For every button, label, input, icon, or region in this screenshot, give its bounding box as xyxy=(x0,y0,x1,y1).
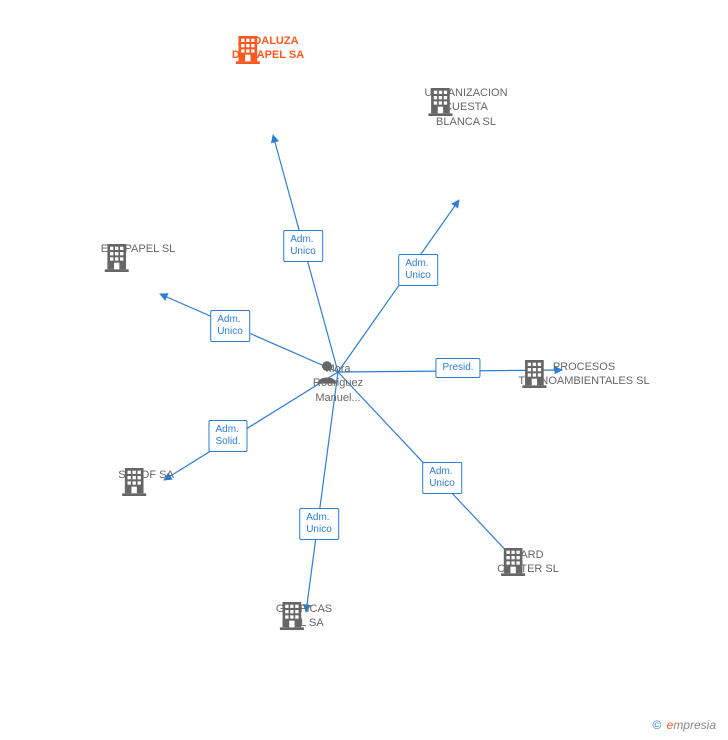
copyright-symbol: © xyxy=(652,718,661,732)
edge-label: Adm.Unico xyxy=(422,462,462,494)
center-person-node[interactable]: MoraRodriguezManuel... xyxy=(313,358,363,405)
edge-label: Adm.Solid. xyxy=(208,420,247,452)
building-icon xyxy=(497,544,529,576)
edge-label: Adm.Unico xyxy=(299,508,339,540)
company-node-andaluza[interactable]: ANDALUZADE PAPEL SA xyxy=(232,32,304,63)
edge-label-line: Adm. xyxy=(429,466,452,477)
edge-line xyxy=(338,200,459,372)
edge-label-line: Unico xyxy=(217,326,243,337)
brand-text: mpresia xyxy=(673,718,716,732)
edge-label-line: Presid. xyxy=(442,362,473,373)
building-icon xyxy=(101,240,133,272)
edge-label-line: Adm. xyxy=(215,424,238,435)
person-icon xyxy=(313,358,341,386)
edge-label: Adm.Unico xyxy=(283,230,323,262)
edge-label-line: Unico xyxy=(306,524,332,535)
company-node-ecopapel[interactable]: ECOPAPEL SL xyxy=(101,240,176,256)
edge-label-line: Solid. xyxy=(215,436,240,447)
company-node-urbanizacion[interactable]: URBANIZACIONCUESTABLANCA SL xyxy=(424,84,507,129)
building-icon xyxy=(424,84,456,116)
edge-label-line: Adm. xyxy=(290,234,313,245)
edge-label-line: Unico xyxy=(290,246,316,257)
edge-label-line: Adm. xyxy=(405,258,428,269)
building-icon xyxy=(518,356,550,388)
edge-label-line: Unico xyxy=(429,478,455,489)
center-label-line: Manuel... xyxy=(315,392,360,404)
company-label-line: BLANCA SL xyxy=(436,116,496,128)
edge-label-line: Adm. xyxy=(306,512,329,523)
edge-line xyxy=(164,372,338,480)
edge-label-line: Adm. xyxy=(217,314,240,325)
edge-line xyxy=(306,372,338,612)
company-node-graficas[interactable]: GRAFICASSOL SA xyxy=(276,598,332,631)
building-icon xyxy=(276,598,308,630)
company-node-procesos[interactable]: PROCESOSTECNOAMBIENTALES SL xyxy=(518,356,649,389)
building-icon xyxy=(232,32,264,64)
edge-label: Presid. xyxy=(435,358,480,378)
company-node-serof[interactable]: SEROF SA xyxy=(118,464,174,482)
edge-label: Adm.Unico xyxy=(210,310,250,342)
edge-label-line: Unico xyxy=(405,270,431,281)
credit: © empresia xyxy=(652,718,716,732)
company-node-hard[interactable]: HARDCENTER SL xyxy=(497,544,559,577)
edge-label: Adm.Unico xyxy=(398,254,438,286)
company-label-line: PROCESOS xyxy=(553,361,615,373)
building-icon xyxy=(118,464,150,496)
